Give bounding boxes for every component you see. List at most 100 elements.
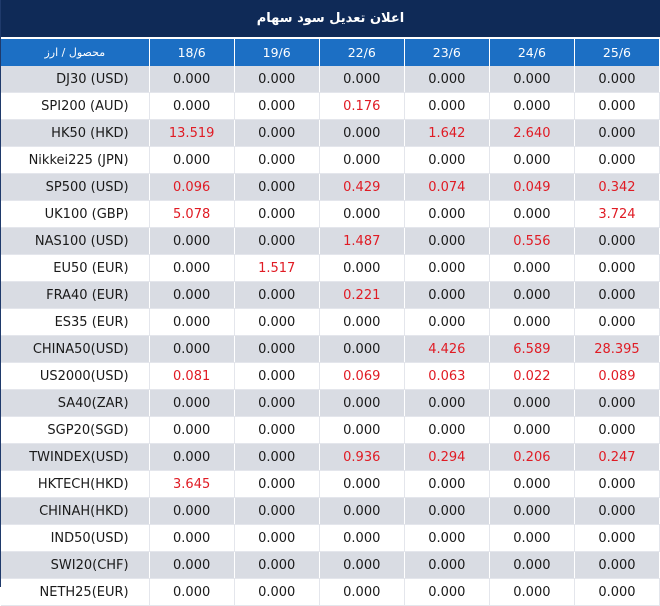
value-cell: 0.000 — [234, 551, 320, 579]
instrument-cell: CHINAH(HKD) — [1, 497, 150, 525]
value-cell: 0.000 — [574, 146, 660, 174]
instrument-cell: FRA40 (EUR) — [1, 281, 150, 309]
value-cell: 0.000 — [149, 227, 235, 255]
value-cell: 0.000 — [149, 254, 235, 282]
instrument-cell: US2000(USD) — [1, 362, 150, 390]
value-cell: 0.221 — [319, 281, 405, 309]
value-cell: 0.000 — [149, 497, 235, 525]
instrument-cell: SA40(ZAR) — [1, 389, 150, 417]
value-cell: 0.429 — [319, 173, 405, 201]
instrument-cell: SGP20(SGD) — [1, 416, 150, 444]
value-cell: 0.000 — [489, 146, 575, 174]
table-body: DJ30 (USD) 0.000 0.000 0.000 0.000 0.000 0.000… — [1, 66, 660, 606]
table-row: Nikkei225 (JPN) 0.000 0.000 0.000 0.000 0.000… — [1, 146, 660, 174]
table-row: US2000(USD) 0.081 0.000 0.069 0.063 0.022 0.08… — [1, 362, 660, 390]
header-date: 19/6 — [234, 39, 320, 66]
value-cell: 0.089 — [574, 362, 660, 390]
table-row: FRA40 (EUR) 0.000 0.000 0.221 0.000 0.000 0.00… — [1, 281, 660, 309]
value-cell: 0.000 — [574, 524, 660, 552]
value-cell: 0.000 — [319, 416, 405, 444]
value-cell: 0.000 — [149, 92, 235, 120]
instrument-cell: SWI20(CHF) — [1, 551, 150, 579]
table-row: CHINAH(HKD) 0.000 0.000 0.000 0.000 0.000 0.00… — [1, 497, 660, 525]
instrument-cell: NETH25(EUR) — [1, 578, 150, 606]
value-cell: 0.000 — [319, 200, 405, 228]
value-cell: 0.000 — [234, 146, 320, 174]
instrument-cell: SP500 (USD) — [1, 173, 150, 201]
table-row: NAS100 (USD) 0.000 0.000 1.487 0.000 0.556 0.0… — [1, 227, 660, 255]
value-cell: 0.000 — [404, 470, 490, 498]
value-cell: 0.000 — [319, 119, 405, 147]
value-cell: 0.000 — [404, 146, 490, 174]
value-cell: 0.000 — [149, 389, 235, 417]
value-cell: 0.000 — [149, 335, 235, 363]
header-date: 18/6 — [149, 39, 235, 66]
value-cell: 0.000 — [149, 308, 235, 336]
value-cell: 0.000 — [489, 254, 575, 282]
value-cell: 0.000 — [489, 578, 575, 606]
table-row: SPI200 (AUD) 0.000 0.000 0.176 0.000 0.000 0.0… — [1, 92, 660, 120]
dividend-table: محصول / ارز 18/6 19/6 22/6 23/6 24/6 25/… — [1, 39, 660, 606]
table-row: SGP20(SGD) 0.000 0.000 0.000 0.000 0.000 0.000 — [1, 416, 660, 444]
value-cell: 0.000 — [574, 254, 660, 282]
instrument-cell: EU50 (EUR) — [1, 254, 150, 282]
value-cell: 0.000 — [404, 92, 490, 120]
value-cell: 0.000 — [489, 92, 575, 120]
value-cell: 0.000 — [234, 119, 320, 147]
table-row: SP500 (USD) 0.096 0.000 0.429 0.074 0.049 0.34… — [1, 173, 660, 201]
value-cell: 0.000 — [319, 524, 405, 552]
value-cell: 0.000 — [319, 146, 405, 174]
value-cell: 4.426 — [404, 335, 490, 363]
value-cell: 0.556 — [489, 227, 575, 255]
value-cell: 0.000 — [319, 551, 405, 579]
value-cell: 0.000 — [319, 254, 405, 282]
table-row: HK50 (HKD) 13.519 0.000 0.000 1.642 2.640 0.00… — [1, 119, 660, 147]
instrument-cell: DJ30 (USD) — [1, 66, 150, 93]
value-cell: 0.000 — [574, 119, 660, 147]
value-cell: 0.000 — [149, 416, 235, 444]
value-cell: 0.000 — [574, 578, 660, 606]
value-cell: 0.069 — [319, 362, 405, 390]
value-cell: 0.000 — [404, 227, 490, 255]
value-cell: 0.000 — [234, 578, 320, 606]
value-cell: 0.000 — [319, 66, 405, 93]
header-date: 23/6 — [404, 39, 490, 66]
value-cell: 0.176 — [319, 92, 405, 120]
value-cell: 2.640 — [489, 119, 575, 147]
value-cell: 0.000 — [234, 227, 320, 255]
value-cell: 0.294 — [404, 443, 490, 471]
value-cell: 0.000 — [234, 92, 320, 120]
value-cell: 0.000 — [234, 66, 320, 93]
value-cell: 0.000 — [319, 389, 405, 417]
value-cell: 0.000 — [404, 578, 490, 606]
value-cell: 0.000 — [149, 443, 235, 471]
value-cell: 0.000 — [404, 389, 490, 417]
value-cell: 1.642 — [404, 119, 490, 147]
table-header: محصول / ارز 18/6 19/6 22/6 23/6 24/6 25/… — [1, 39, 660, 66]
value-cell: 0.000 — [574, 389, 660, 417]
table-row: EU50 (EUR) 0.000 1.517 0.000 0.000 0.000 0.000 — [1, 254, 660, 282]
value-cell: 0.000 — [574, 470, 660, 498]
value-cell: 0.000 — [319, 335, 405, 363]
value-cell: 0.000 — [489, 470, 575, 498]
value-cell: 0.074 — [404, 173, 490, 201]
value-cell: 0.000 — [234, 281, 320, 309]
instrument-cell: ES35 (EUR) — [1, 308, 150, 336]
value-cell: 0.000 — [234, 308, 320, 336]
value-cell: 0.000 — [149, 524, 235, 552]
value-cell: 0.000 — [404, 66, 490, 93]
value-cell: 0.000 — [489, 308, 575, 336]
value-cell: 0.000 — [404, 551, 490, 579]
value-cell: 0.000 — [489, 66, 575, 93]
value-cell: 0.096 — [149, 173, 235, 201]
table-row: NETH25(EUR) 0.000 0.000 0.000 0.000 0.000 0.00… — [1, 578, 660, 606]
table-row: ES35 (EUR) 0.000 0.000 0.000 0.000 0.000 0.000 — [1, 308, 660, 336]
value-cell: 0.000 — [489, 281, 575, 309]
value-cell: 0.000 — [574, 497, 660, 525]
value-cell: 0.000 — [319, 470, 405, 498]
value-cell: 0.000 — [404, 524, 490, 552]
value-cell: 0.000 — [149, 281, 235, 309]
value-cell: 0.000 — [234, 200, 320, 228]
value-cell: 5.078 — [149, 200, 235, 228]
value-cell: 0.000 — [574, 308, 660, 336]
